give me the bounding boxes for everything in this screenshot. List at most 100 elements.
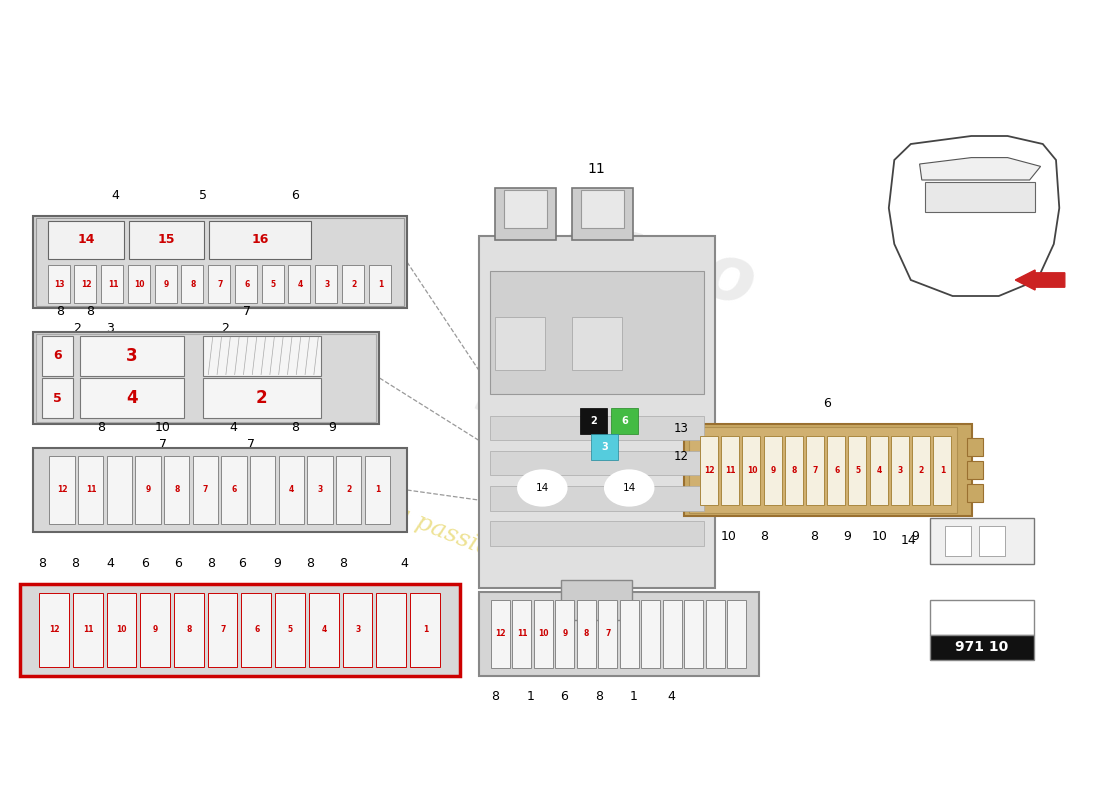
Bar xyxy=(410,594,440,666)
Text: 8: 8 xyxy=(339,557,348,570)
Text: 12: 12 xyxy=(81,279,91,289)
Bar xyxy=(490,521,704,546)
Text: 1: 1 xyxy=(629,690,638,703)
Bar xyxy=(107,594,136,666)
Bar xyxy=(129,222,205,258)
Polygon shape xyxy=(920,158,1041,180)
Bar xyxy=(368,265,390,303)
Bar xyxy=(376,594,406,666)
Text: 7: 7 xyxy=(813,466,818,475)
Text: 1: 1 xyxy=(378,279,383,289)
Bar xyxy=(490,450,704,475)
Text: 6: 6 xyxy=(834,466,839,475)
Text: 13: 13 xyxy=(54,279,65,289)
Bar xyxy=(490,271,704,394)
Text: 3: 3 xyxy=(125,347,138,365)
Bar xyxy=(42,378,73,418)
Bar xyxy=(504,190,547,228)
Bar xyxy=(572,188,632,240)
Bar xyxy=(967,484,983,502)
Bar xyxy=(891,436,909,505)
Text: 8: 8 xyxy=(694,530,703,543)
Bar xyxy=(343,594,373,666)
Text: 10: 10 xyxy=(117,626,126,634)
Text: 11: 11 xyxy=(86,486,96,494)
Text: 1: 1 xyxy=(422,626,428,634)
Bar xyxy=(706,600,725,667)
Text: 8: 8 xyxy=(190,279,196,289)
Bar xyxy=(763,436,782,505)
Bar xyxy=(700,436,718,505)
Bar xyxy=(308,456,332,523)
Text: 8: 8 xyxy=(97,421,106,434)
Text: 11: 11 xyxy=(108,279,118,289)
Bar xyxy=(848,436,867,505)
Text: 9: 9 xyxy=(770,466,776,475)
Text: 7: 7 xyxy=(220,626,225,634)
Text: 10: 10 xyxy=(155,421,170,434)
Bar xyxy=(50,456,75,523)
Bar xyxy=(933,436,952,505)
Bar xyxy=(235,265,257,303)
Text: 9: 9 xyxy=(911,530,920,543)
Bar xyxy=(174,594,204,666)
Bar xyxy=(342,265,364,303)
Bar xyxy=(365,456,390,523)
Bar xyxy=(641,600,660,667)
Text: 2: 2 xyxy=(918,466,924,475)
Text: 6: 6 xyxy=(232,486,236,494)
Text: 11: 11 xyxy=(82,626,94,634)
Bar xyxy=(684,424,972,516)
Text: 4: 4 xyxy=(298,279,302,289)
Bar xyxy=(610,408,638,434)
Bar xyxy=(684,600,703,667)
Text: 6: 6 xyxy=(620,416,628,426)
Bar xyxy=(262,265,284,303)
Bar xyxy=(155,265,177,303)
Bar xyxy=(309,594,339,666)
Bar xyxy=(182,265,204,303)
Bar xyxy=(619,600,639,667)
Bar xyxy=(47,265,69,303)
Text: 4: 4 xyxy=(125,390,138,407)
Bar xyxy=(784,436,803,505)
Text: 1: 1 xyxy=(375,486,381,494)
Text: 971 10: 971 10 xyxy=(955,640,1009,654)
Text: euro
car
spares: euro car spares xyxy=(468,189,808,499)
Text: 4: 4 xyxy=(229,421,238,434)
Bar xyxy=(689,427,957,513)
Text: 5: 5 xyxy=(856,466,860,475)
Polygon shape xyxy=(889,136,1059,296)
Bar xyxy=(221,456,246,523)
Text: 6: 6 xyxy=(141,557,150,570)
Text: 3: 3 xyxy=(324,279,330,289)
Bar xyxy=(598,600,617,667)
Bar xyxy=(827,436,845,505)
Text: 9: 9 xyxy=(164,279,169,289)
Text: 8: 8 xyxy=(174,486,179,494)
Text: 11: 11 xyxy=(587,162,606,176)
Bar xyxy=(33,332,379,424)
Bar xyxy=(48,222,124,258)
Text: 6: 6 xyxy=(53,350,62,362)
Text: 1: 1 xyxy=(526,690,535,703)
Bar xyxy=(591,434,618,460)
Text: 10: 10 xyxy=(134,279,145,289)
Bar xyxy=(20,584,460,676)
FancyArrow shape xyxy=(1015,270,1065,290)
Text: 6: 6 xyxy=(560,690,569,703)
Polygon shape xyxy=(925,182,1035,212)
Text: 7: 7 xyxy=(158,438,167,451)
Bar xyxy=(135,456,161,523)
Bar xyxy=(513,600,531,667)
Text: 2: 2 xyxy=(73,322,81,335)
Bar xyxy=(141,594,170,666)
Bar xyxy=(727,600,746,667)
Bar xyxy=(202,336,320,376)
Text: 8: 8 xyxy=(810,530,818,543)
Bar xyxy=(945,526,971,556)
Bar xyxy=(534,600,552,667)
Text: 10: 10 xyxy=(747,466,757,475)
Bar xyxy=(869,436,888,505)
Text: 1: 1 xyxy=(940,466,945,475)
